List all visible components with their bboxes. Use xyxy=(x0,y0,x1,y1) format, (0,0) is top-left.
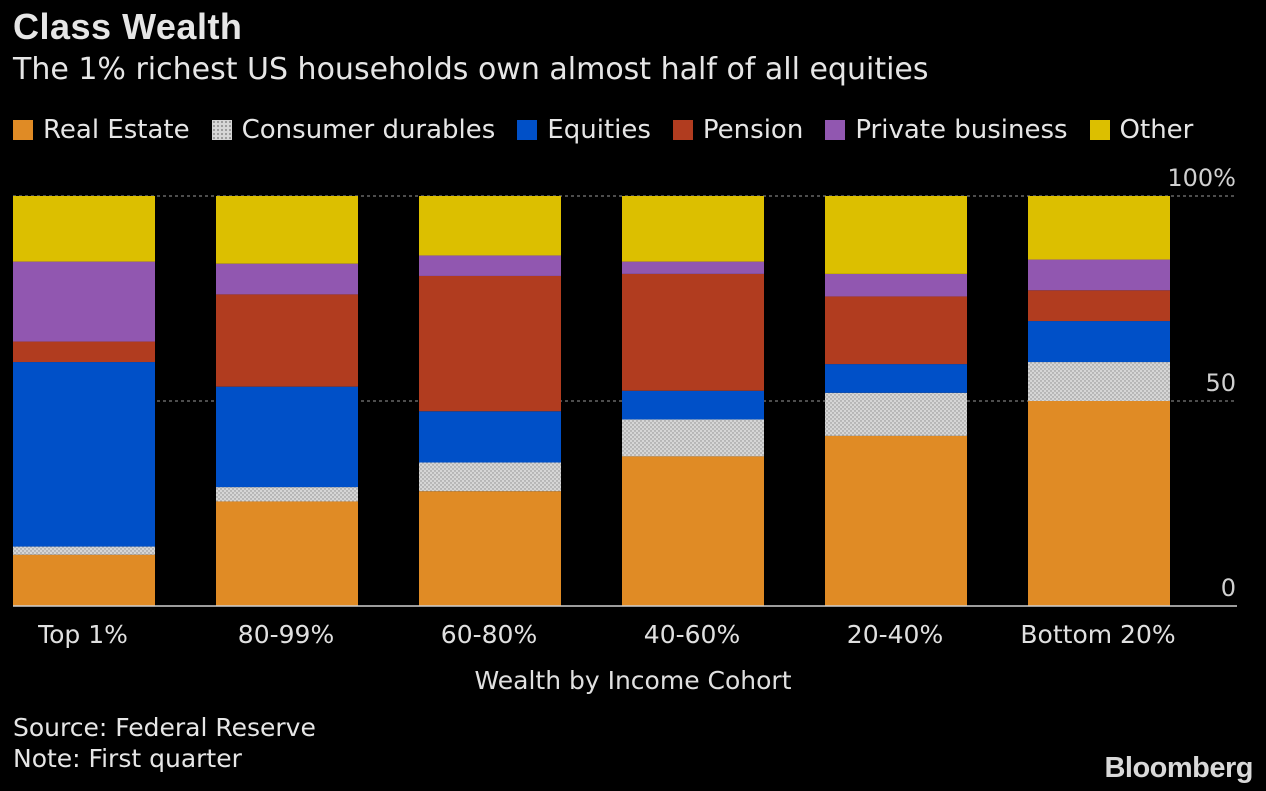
bar-segment-bottom-20-real-estate xyxy=(1028,401,1170,606)
bar-segment-60-80-consumer-durables xyxy=(419,462,561,492)
legend-label: Other xyxy=(1119,115,1194,145)
legend-swatch-pension xyxy=(672,120,693,140)
bar-segment-20-40-other xyxy=(825,196,967,274)
y-tick-label-50: 50 xyxy=(1205,369,1236,397)
legend-swatch-other xyxy=(1089,120,1110,140)
bar-segment-bottom-20-other xyxy=(1028,196,1170,260)
bar-segment-80-99-pension xyxy=(216,294,358,387)
bar-group-top-1 xyxy=(13,196,155,606)
legend-item-equities: Equities xyxy=(517,115,651,145)
legend-item-consumer-durables: Consumer durables xyxy=(211,115,496,145)
legend-swatch-consumer-durables xyxy=(211,120,232,140)
x-tick-label-bottom-20: Bottom 20% xyxy=(1020,620,1175,649)
legend-label: Equities xyxy=(547,115,651,145)
legend-swatch-real-estate xyxy=(13,120,33,140)
legend-item-private-business: Private business xyxy=(825,115,1068,145)
bar-segment-80-99-real-estate xyxy=(216,501,358,606)
x-axis-ticks: Top 1% 80-99% 60-80% 40-60% 20-40% Bottom 20% xyxy=(37,620,1176,649)
bar-segment-80-99-equities xyxy=(216,386,358,488)
footer-notes: Source: Federal Reserve Note: First quar… xyxy=(13,712,316,774)
bar-segment-40-60-other xyxy=(622,196,764,262)
bar-segment-40-60-equities xyxy=(622,390,764,420)
chart-title: Class Wealth xyxy=(13,6,243,47)
bar-segment-bottom-20-equities xyxy=(1028,321,1170,363)
bar-segment-top-1-pension xyxy=(13,341,155,363)
legend-label: Pension xyxy=(702,115,804,145)
x-axis-label: Wealth by Income Cohort xyxy=(474,666,791,695)
bar-segment-top-1-private-business xyxy=(13,261,155,342)
bar-segment-60-80-private-business xyxy=(419,255,561,276)
bar-segment-60-80-real-estate xyxy=(419,491,561,606)
bar-segment-20-40-consumer-durables xyxy=(825,392,967,436)
legend-label: Private business xyxy=(855,115,1068,145)
stacked-bar-chart: 0 50 100% Top 1% 80-99% 60-80% 40-60% 20-40% Bo… xyxy=(13,164,1237,695)
bar-segment-top-1-real-estate xyxy=(13,554,155,606)
legend-item-other: Other xyxy=(1089,115,1194,145)
bar-segment-20-40-pension xyxy=(825,296,967,365)
bar-group-bottom-20 xyxy=(1028,196,1170,606)
x-tick-label-20-40: 20-40% xyxy=(847,620,943,649)
x-tick-label-60-80: 60-80% xyxy=(441,620,537,649)
bar-segment-20-40-real-estate xyxy=(825,435,967,606)
legend-label: Real Estate xyxy=(43,115,190,145)
y-axis-ticks: 0 50 100% xyxy=(1167,164,1236,602)
bar-segment-bottom-20-private-business xyxy=(1028,259,1170,291)
legend: Real Estate Consumer durables Equities Pens… xyxy=(13,115,1193,145)
bar-group-40-60 xyxy=(622,196,764,606)
legend-swatch-equities xyxy=(517,120,538,140)
bar-segment-bottom-20-consumer-durables xyxy=(1028,362,1170,401)
bar-segment-40-60-private-business xyxy=(622,261,764,274)
bar-segment-80-99-private-business xyxy=(216,263,358,295)
bar-segment-60-80-other xyxy=(419,196,561,256)
legend-label: Consumer durables xyxy=(241,115,496,145)
y-tick-label-0: 0 xyxy=(1221,574,1236,602)
bar-segment-20-40-equities xyxy=(825,364,967,393)
bar-group-80-99 xyxy=(216,196,358,606)
source-text: Source: Federal Reserve xyxy=(13,713,316,742)
y-tick-label-100: 100% xyxy=(1167,164,1236,192)
bar-segment-40-60-consumer-durables xyxy=(622,419,764,457)
x-tick-label-40-60: 40-60% xyxy=(644,620,740,649)
bloomberg-logo: Bloomberg xyxy=(1104,752,1253,784)
legend-swatch-private-business xyxy=(825,120,846,140)
bar-segment-60-80-pension xyxy=(419,275,561,412)
note-text: Note: First quarter xyxy=(13,744,242,773)
bars xyxy=(13,196,1170,606)
bar-segment-60-80-equities xyxy=(419,411,561,463)
legend-item-real-estate: Real Estate xyxy=(13,115,190,145)
bar-segment-top-1-consumer-durables xyxy=(13,546,155,555)
bar-segment-40-60-pension xyxy=(622,273,764,391)
x-tick-label-top-1: Top 1% xyxy=(37,620,128,649)
bar-segment-80-99-consumer-durables xyxy=(216,487,358,502)
bar-group-20-40 xyxy=(825,196,967,606)
bar-segment-20-40-private-business xyxy=(825,273,967,297)
legend-item-pension: Pension xyxy=(672,115,804,145)
bar-segment-80-99-other xyxy=(216,196,358,264)
bar-group-60-80 xyxy=(419,196,561,606)
x-tick-label-80-99: 80-99% xyxy=(238,620,334,649)
bar-segment-top-1-equities xyxy=(13,362,155,547)
bar-segment-40-60-real-estate xyxy=(622,456,764,606)
bar-segment-top-1-other xyxy=(13,196,155,262)
bar-segment-bottom-20-pension xyxy=(1028,290,1170,322)
chart-subtitle: The 1% richest US households own almost … xyxy=(13,52,929,87)
